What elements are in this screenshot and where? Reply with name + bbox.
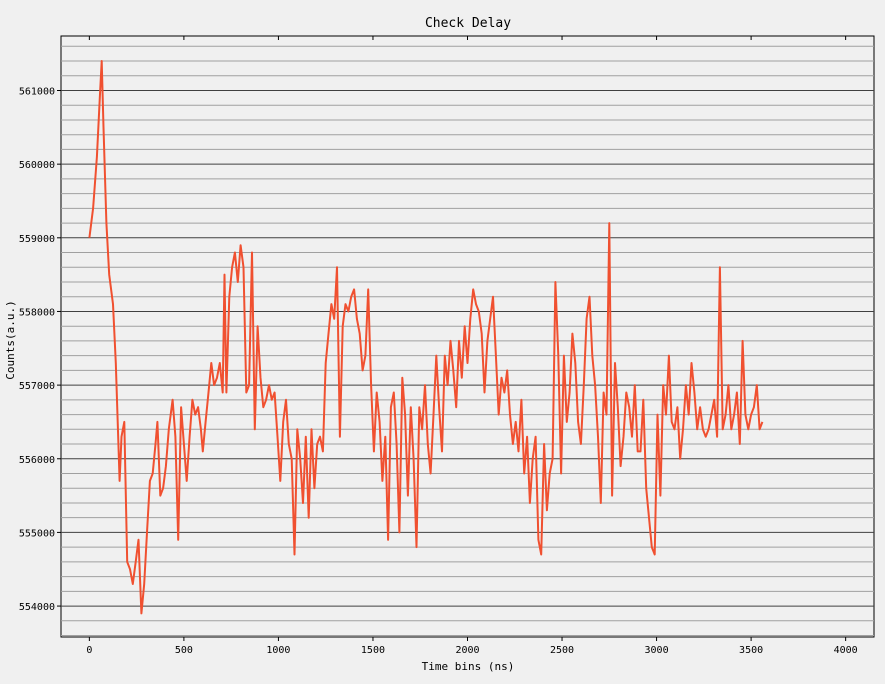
- y-tick-label: 560000: [19, 160, 55, 171]
- y-tick-label: 554000: [19, 602, 55, 613]
- x-tick-label: 500: [175, 645, 193, 656]
- series-line: [88, 60, 764, 615]
- y-tick-label: 557000: [19, 381, 55, 392]
- x-axis-label: Time bins (ns): [422, 660, 515, 673]
- x-tick-label: 4000: [834, 645, 858, 656]
- x-tick-label: 1000: [266, 645, 290, 656]
- tick-layer: 554000 555000 556000 557000 558000 559000 5600…: [19, 36, 858, 656]
- plot-area: [60, 35, 875, 638]
- y-axis-label: Counts(a.u.): [4, 300, 17, 379]
- x-tick-label: 2000: [455, 645, 479, 656]
- series-layer: [88, 60, 764, 615]
- x-tick-label: 0: [86, 645, 92, 656]
- y-tick-label: 556000: [19, 455, 55, 466]
- x-tick-label: 2500: [550, 645, 574, 656]
- y-tick-label: 561000: [19, 87, 55, 98]
- x-tick-label: 3500: [739, 645, 763, 656]
- grid-layer: [61, 45, 874, 637]
- x-tick-label: 1500: [361, 645, 385, 656]
- x-tick-label: 3000: [645, 645, 669, 656]
- chart-title: Check Delay: [425, 16, 511, 31]
- y-tick-label: 555000: [19, 528, 55, 539]
- y-tick-label: 558000: [19, 307, 55, 318]
- y-tick-label: 559000: [19, 234, 55, 245]
